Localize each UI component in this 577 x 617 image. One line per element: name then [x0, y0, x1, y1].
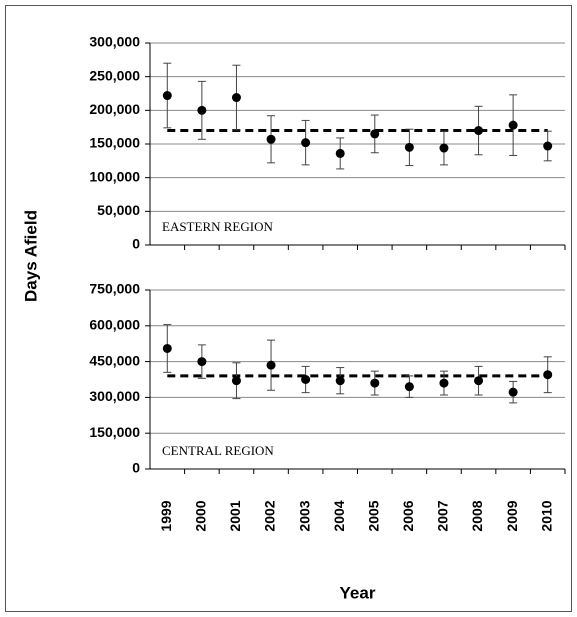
- y-tick-label: 0: [132, 236, 140, 252]
- y-axis-label: Days Afield: [21, 210, 40, 302]
- point: [197, 105, 207, 115]
- point: [474, 376, 484, 386]
- y-tick-label: 200,000: [89, 101, 140, 117]
- y-tick-label: 0: [132, 460, 140, 476]
- point: [266, 360, 276, 370]
- x-tick-label: 2004: [331, 500, 347, 531]
- x-tick-label: 2008: [469, 500, 485, 531]
- y-tick-label: 50,000: [97, 202, 140, 218]
- point: [508, 387, 518, 397]
- x-tick-label: 2006: [400, 500, 416, 531]
- point: [162, 343, 172, 353]
- x-tick-label: 1999: [158, 500, 174, 531]
- point: [439, 143, 449, 153]
- point: [231, 93, 241, 103]
- point: [439, 378, 449, 388]
- point: [335, 148, 345, 158]
- x-tick-label: 2007: [435, 500, 451, 531]
- y-tick-label: 450,000: [89, 352, 140, 368]
- point: [335, 376, 345, 386]
- point: [162, 91, 172, 101]
- region-label: CENTRAL REGION: [162, 443, 274, 458]
- x-tick-label: 2003: [296, 500, 312, 531]
- x-tick-label: 2000: [193, 500, 209, 531]
- point: [404, 382, 414, 392]
- frame: [5, 5, 572, 612]
- point: [370, 129, 380, 139]
- region-label: EASTERN REGION: [162, 219, 273, 234]
- y-tick-label: 250,000: [89, 67, 140, 83]
- point: [370, 378, 380, 388]
- x-tick-label: 2001: [227, 500, 243, 531]
- point: [231, 376, 241, 386]
- point: [266, 134, 276, 144]
- point: [197, 357, 207, 367]
- y-tick-label: 100,000: [89, 168, 140, 184]
- x-tick-label: 2010: [538, 500, 554, 531]
- point: [301, 138, 311, 148]
- point: [508, 120, 518, 130]
- point: [474, 126, 484, 136]
- x-tick-label: 2002: [262, 500, 278, 531]
- x-axis-label: Year: [340, 583, 376, 602]
- point: [543, 370, 553, 380]
- y-tick-label: 750,000: [89, 281, 140, 297]
- point: [404, 142, 414, 152]
- y-tick-label: 150,000: [89, 424, 140, 440]
- point: [301, 375, 311, 384]
- x-tick-label: 2009: [504, 500, 520, 531]
- x-tick-label: 2005: [365, 500, 381, 531]
- y-tick-label: 150,000: [89, 135, 140, 151]
- y-tick-label: 300,000: [89, 388, 140, 404]
- point: [543, 141, 553, 151]
- y-tick-label: 600,000: [89, 317, 140, 333]
- y-tick-label: 300,000: [89, 34, 140, 50]
